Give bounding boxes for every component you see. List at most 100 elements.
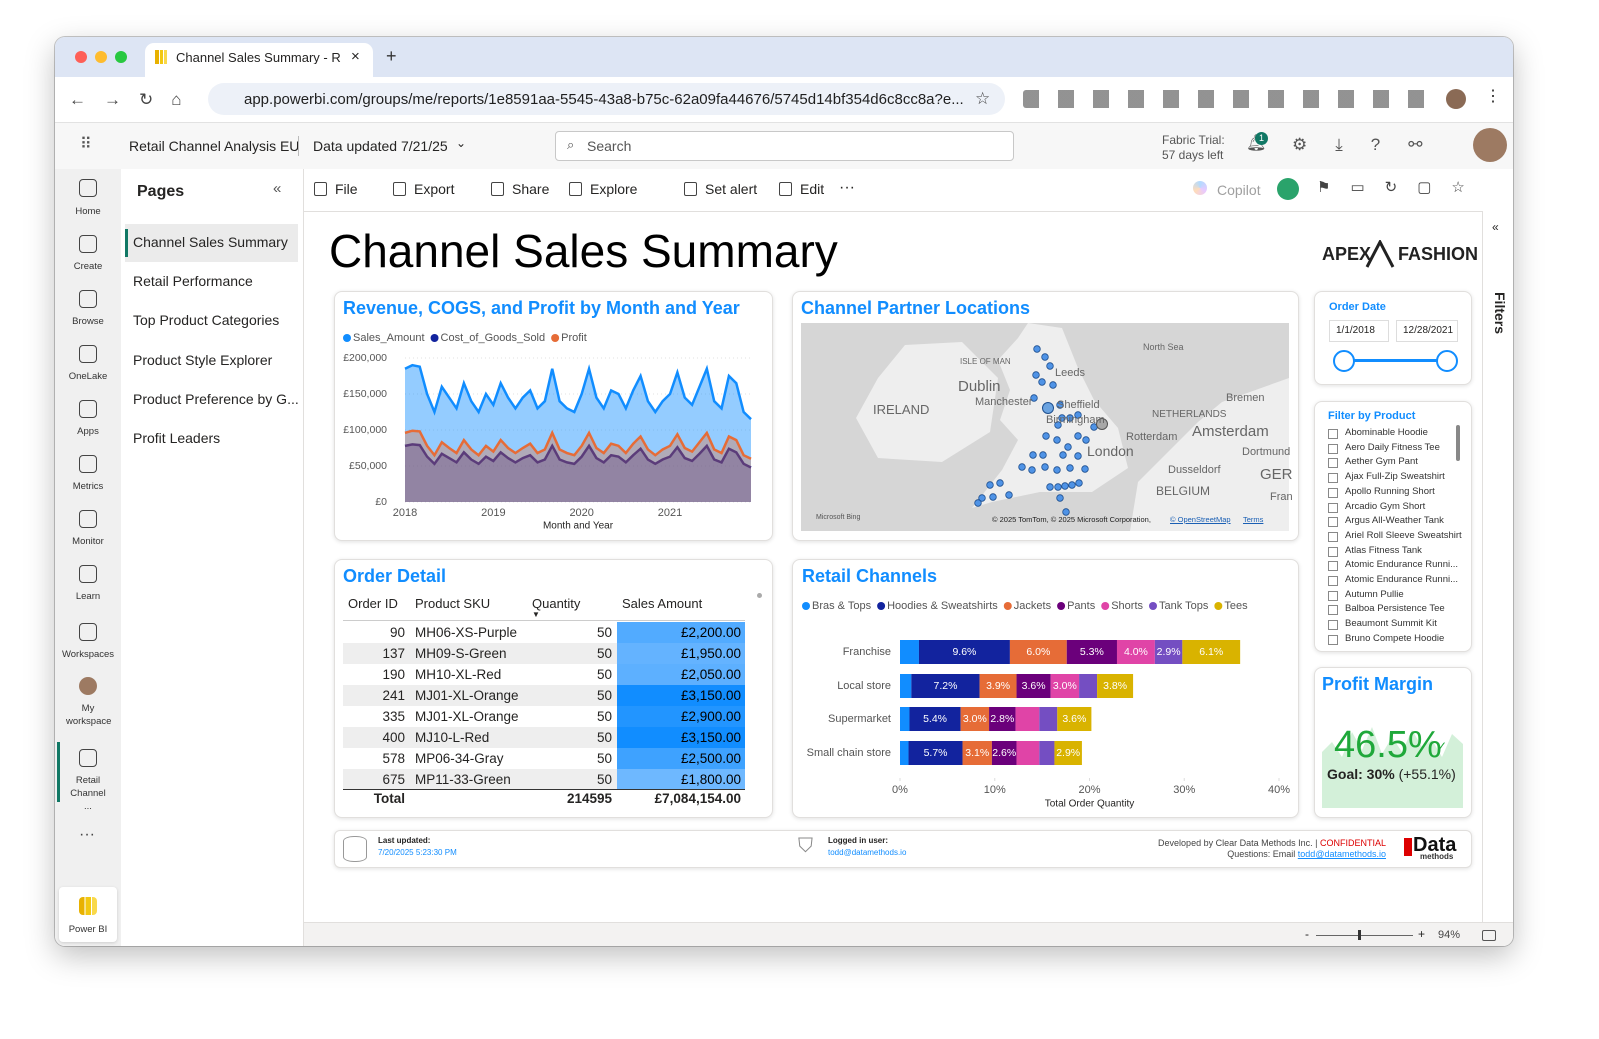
filters-collapse[interactable]: « bbox=[1492, 220, 1499, 234]
header-icons[interactable]: ⚙⤓?⚯ bbox=[1292, 135, 1451, 154]
product-item[interactable]: Aether Gym Pant bbox=[1345, 456, 1418, 468]
location-dot[interactable] bbox=[1056, 401, 1064, 409]
location-dot[interactable] bbox=[1059, 451, 1067, 459]
bar-segment[interactable] bbox=[1009, 640, 1067, 664]
nav-icon[interactable] bbox=[79, 290, 97, 308]
nav-label[interactable]: Browse bbox=[72, 316, 104, 327]
app-launcher[interactable]: ⠿ bbox=[80, 136, 92, 153]
nav-icon[interactable] bbox=[79, 235, 97, 253]
chevron[interactable]: ⌄ bbox=[456, 136, 467, 150]
bar-segment[interactable] bbox=[900, 707, 910, 731]
bar-segment[interactable] bbox=[1057, 707, 1092, 731]
bar-segment[interactable] bbox=[900, 741, 909, 765]
search-placeholder[interactable]: Search bbox=[587, 138, 632, 154]
product-item[interactable]: Beaumont Summit Kit bbox=[1345, 618, 1437, 630]
location-dot[interactable] bbox=[1042, 432, 1050, 440]
location-dot[interactable] bbox=[996, 479, 1004, 487]
page-tab[interactable]: Top Product Categories bbox=[133, 312, 280, 329]
bar-segment[interactable] bbox=[979, 674, 1017, 698]
location-dot[interactable] bbox=[1068, 481, 1076, 489]
location-dot[interactable] bbox=[978, 494, 986, 502]
product-item[interactable]: Arcadio Gym Short bbox=[1345, 500, 1426, 512]
location-dot[interactable] bbox=[1053, 466, 1061, 474]
location-dot[interactable] bbox=[1005, 491, 1013, 499]
url[interactable]: app.powerbi.com/groups/me/reports/1e8591… bbox=[244, 91, 964, 108]
nav-label[interactable]: Metrics bbox=[72, 481, 104, 492]
location-dot[interactable] bbox=[1066, 464, 1074, 472]
location-dot[interactable] bbox=[1061, 482, 1069, 490]
bar-segment[interactable] bbox=[1050, 674, 1080, 698]
bar-segment[interactable] bbox=[1039, 741, 1055, 765]
start-date[interactable]: 1/1/2018 bbox=[1329, 320, 1389, 342]
checkbox[interactable] bbox=[1328, 620, 1338, 631]
bar-segment[interactable] bbox=[909, 707, 961, 731]
product-item[interactable]: Atomic Endurance Runni... bbox=[1345, 559, 1459, 571]
search-box[interactable] bbox=[555, 131, 1014, 161]
location-dot[interactable] bbox=[1030, 394, 1038, 402]
checkbox[interactable] bbox=[1328, 576, 1338, 586]
location-dot[interactable] bbox=[1074, 411, 1082, 419]
bar-segment[interactable] bbox=[1066, 640, 1117, 664]
product-item[interactable]: Abominable Hoodie bbox=[1345, 427, 1428, 438]
location-dot[interactable] bbox=[1074, 452, 1082, 460]
legend-label[interactable]: Tees bbox=[1224, 600, 1248, 612]
zoom-slider[interactable] bbox=[1316, 935, 1413, 936]
checkbox[interactable] bbox=[1328, 605, 1338, 616]
product-item[interactable]: Apollo Running Short bbox=[1345, 485, 1435, 497]
bar-segment[interactable] bbox=[1097, 674, 1134, 698]
product-item[interactable]: Balboa Persistence Tee bbox=[1345, 603, 1445, 615]
nav-label[interactable]: Power BI bbox=[68, 924, 108, 935]
bar-segment[interactable] bbox=[962, 741, 992, 765]
product-item[interactable]: Atomic Endurance Runni... bbox=[1345, 574, 1459, 585]
legend-label[interactable]: Jackets bbox=[1014, 600, 1052, 612]
bar-segment[interactable] bbox=[1079, 674, 1098, 698]
location-dot[interactable] bbox=[974, 499, 982, 507]
data-updated[interactable]: Data updated 7/21/25 bbox=[313, 138, 448, 154]
page-tab[interactable]: Profit Leaders bbox=[133, 430, 221, 446]
zoom-thumb[interactable] bbox=[1358, 930, 1361, 940]
location-dot[interactable] bbox=[1029, 451, 1037, 459]
nav-icon[interactable] bbox=[79, 897, 97, 915]
location-dot[interactable] bbox=[989, 493, 997, 501]
nav-icon[interactable] bbox=[79, 455, 97, 473]
bar-segment[interactable] bbox=[908, 741, 963, 765]
bookmark-star[interactable]: ☆ bbox=[975, 89, 991, 108]
product-item[interactable]: Bruno Compete Hoodie bbox=[1345, 632, 1445, 644]
location-dot[interactable] bbox=[1038, 378, 1046, 386]
legend-label[interactable]: Cost_of_Goods_Sold bbox=[441, 332, 546, 344]
column-header[interactable]: Sales Amount bbox=[622, 596, 703, 611]
location-dot[interactable] bbox=[1039, 451, 1047, 459]
nav-icon[interactable] bbox=[79, 565, 97, 583]
url-field[interactable] bbox=[208, 83, 1005, 115]
bar-segment[interactable] bbox=[1016, 674, 1051, 698]
more-actions[interactable]: ··· bbox=[839, 179, 855, 196]
copilot[interactable]: Copilot bbox=[1217, 182, 1261, 198]
bar-segment[interactable] bbox=[991, 741, 1017, 765]
column-header[interactable]: Quantity bbox=[532, 596, 581, 611]
nav-label[interactable]: Retail Channel ... bbox=[70, 775, 106, 812]
bar-segment[interactable] bbox=[1016, 741, 1040, 765]
map-terms[interactable]: Terms bbox=[1243, 515, 1264, 524]
page-tab[interactable]: Retail Performance bbox=[133, 273, 253, 290]
location-dot[interactable] bbox=[1032, 371, 1040, 379]
nav-icon[interactable] bbox=[79, 179, 97, 197]
product-item[interactable]: Argus All-Weather Tank bbox=[1345, 515, 1444, 527]
menu[interactable]: ⋮ bbox=[1485, 88, 1501, 105]
location-dot[interactable] bbox=[1054, 421, 1062, 429]
location-dot[interactable] bbox=[1041, 353, 1049, 361]
checkbox[interactable] bbox=[1328, 458, 1338, 469]
checkbox[interactable] bbox=[1328, 531, 1338, 542]
checkbox[interactable] bbox=[1328, 429, 1338, 439]
nav-icon[interactable] bbox=[79, 345, 97, 363]
nav-label[interactable]: Learn bbox=[75, 591, 101, 602]
toolbar-button[interactable]: Set alert bbox=[705, 181, 758, 197]
product-item[interactable]: Atlas Fitness Tank bbox=[1345, 544, 1422, 556]
location-dot[interactable] bbox=[1049, 381, 1057, 389]
profile[interactable] bbox=[1446, 89, 1466, 109]
nav-label[interactable]: Create bbox=[73, 261, 103, 272]
legend-label[interactable]: Pants bbox=[1067, 600, 1096, 612]
nav-label[interactable]: Home bbox=[75, 206, 101, 217]
location-dot[interactable] bbox=[1096, 418, 1108, 430]
map-osm[interactable]: © OpenStreetMap bbox=[1170, 515, 1231, 524]
checkbox[interactable] bbox=[1328, 487, 1338, 498]
